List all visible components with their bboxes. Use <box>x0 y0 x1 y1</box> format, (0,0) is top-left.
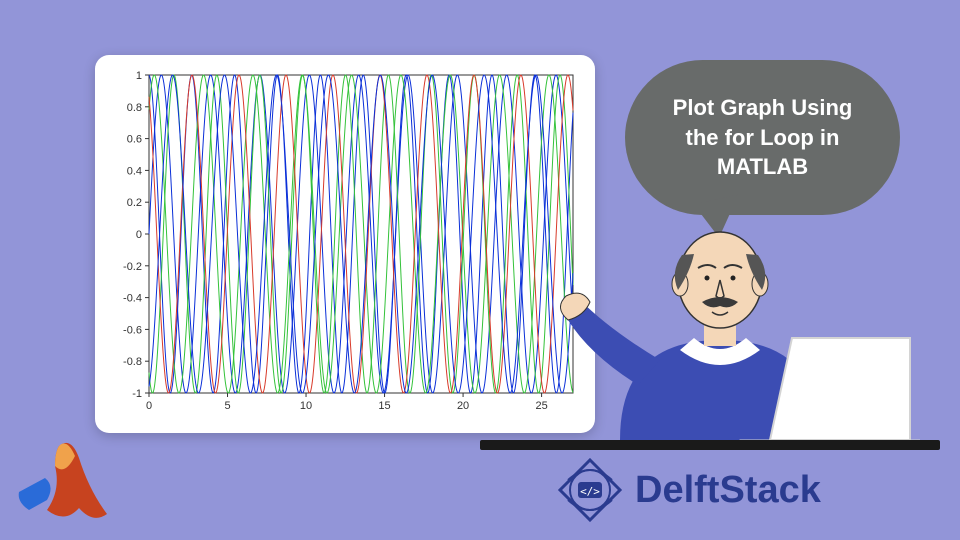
x-tick-label: 5 <box>224 400 230 412</box>
y-tick-label: 0.6 <box>127 134 142 146</box>
person-svg <box>560 200 920 460</box>
desk-bar <box>480 440 940 450</box>
delftstack-emblem-icon: </> <box>555 455 625 525</box>
plot-area: 0 5 10 15 20 25 -1 -0.8 -0.6 -0.4 -0.2 0 0.2 0.4 0.6 0.… <box>113 69 579 415</box>
bubble-line-2: the for Loop in <box>686 125 840 150</box>
y-tick-label: 0.8 <box>127 102 142 114</box>
eye-right <box>731 276 736 281</box>
y-tick-label: 1 <box>136 70 142 82</box>
y-tick-label: -0.6 <box>123 324 142 336</box>
bubble-text: Plot Graph Using the for Loop in MATLAB <box>673 93 853 182</box>
chart-card: 0 5 10 15 20 25 -1 -0.8 -0.6 -0.4 -0.2 0 0.2 0.4 0.6 0.… <box>95 55 595 433</box>
x-tick-label: 10 <box>300 400 312 412</box>
x-tick-label: 15 <box>378 400 390 412</box>
svg-text:</>: </> <box>580 485 600 498</box>
y-tick-label: 0 <box>136 229 142 241</box>
x-tick-label: 20 <box>457 400 469 412</box>
x-tick-label: 0 <box>146 400 152 412</box>
y-tick-label: -0.4 <box>123 293 142 305</box>
matlab-logo-icon <box>15 440 115 530</box>
speech-bubble: Plot Graph Using the for Loop in MATLAB <box>625 60 900 215</box>
y-tick-label: -1 <box>132 388 142 400</box>
y-tick-label: -0.2 <box>123 261 142 273</box>
delftstack-text: DelftStack <box>635 469 821 512</box>
y-tick-label: 0.2 <box>127 197 142 209</box>
laptop-screen <box>770 338 910 440</box>
line-plot: 0 5 10 15 20 25 -1 -0.8 -0.6 -0.4 -0.2 0 0.2 0.4 0.6 0.… <box>113 69 579 415</box>
bubble-line-1: Plot Graph Using <box>673 95 853 120</box>
y-tick-label: -0.8 <box>123 356 142 368</box>
eye-left <box>705 276 710 281</box>
delftstack-logo: </> DelftStack <box>555 455 821 525</box>
x-tick-label: 25 <box>535 400 547 412</box>
bubble-line-3: MATLAB <box>717 154 808 179</box>
y-tick-label: 0.4 <box>127 165 142 177</box>
person-illustration <box>560 200 920 460</box>
